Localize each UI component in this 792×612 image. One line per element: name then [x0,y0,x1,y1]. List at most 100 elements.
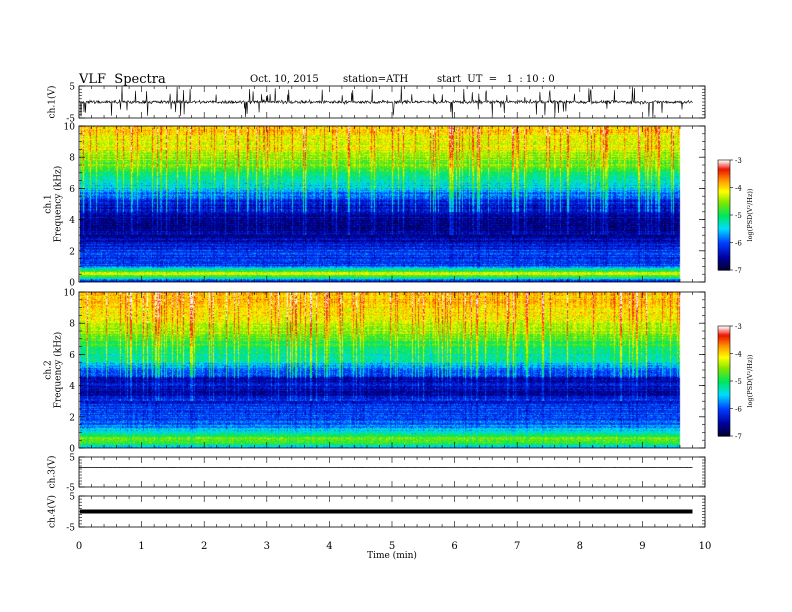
colorbar-swatch [718,427,730,430]
colorbar-swatch [718,423,730,426]
colorbar-swatch [718,242,730,245]
colorbar-swatch [718,209,730,212]
colorbar-swatch [718,420,730,423]
colorbar-swatch [718,260,730,263]
colorbar-swatch [718,343,730,346]
colorbar-swatch [718,378,730,381]
colorbar-swatch [718,419,730,422]
colorbar-swatch [718,219,730,222]
colorbar-swatch [718,197,730,200]
y-tick-label: 5 [69,454,75,464]
colorbar-swatch [718,232,730,235]
colorbar-swatch [718,425,730,427]
colorbar-swatch [718,261,730,264]
colorbar-swatch [718,231,730,234]
colorbar-swatch [718,415,730,418]
y-axis-title: ch.3(V) [47,456,58,489]
y-tick-label: 2 [69,413,75,423]
colorbar-swatch [718,359,730,361]
y-tick-label: 6 [69,185,75,195]
y-tick-label: 8 [69,320,75,330]
colorbar-swatch [718,386,730,389]
colorbar-swatch [718,429,730,432]
colorbar-swatch [718,339,730,342]
colorbar-swatch [718,389,730,392]
colorbar-swatch [718,354,730,357]
x-tick-label: 5 [389,541,395,552]
y-axis-title: ch.2 [44,360,54,379]
colorbar-swatch [718,332,730,335]
x-tick-label: 2 [201,541,207,552]
colorbar-swatch [718,172,730,175]
colorbar-swatch [718,361,730,364]
colorbar-swatch [718,221,730,224]
colorbar-swatch [718,243,730,246]
y-tick-label: 0 [69,445,75,455]
y-tick-label: 0 [69,279,75,289]
colorbar-swatch [718,398,730,401]
colorbar-swatch [718,166,730,169]
colorbar-swatch [718,392,730,394]
colorbar-swatch [718,335,730,338]
colorbar-swatch [718,241,730,244]
colorbar-swatch [718,367,730,370]
colorbar-swatch [718,245,730,248]
colorbar-swatch [718,375,730,378]
colorbar-swatch [718,226,730,228]
colorbar-swatch [718,215,730,217]
colorbar-swatch [718,237,730,239]
colorbar-swatch [718,171,730,173]
colorbar-swatch [718,371,730,374]
colorbar-swatch [718,381,730,383]
colorbar-swatch [718,346,730,349]
colorbar-swatch [718,434,730,437]
colorbar-swatch [718,198,730,201]
y-tick-label: 10 [64,123,76,133]
colorbar-title: log(PSD(V²/Hz)) [746,188,754,241]
colorbar-swatch [718,208,730,211]
colorbar-swatch [718,210,730,213]
colorbar-swatch [718,350,730,353]
colorbar-swatch [718,368,730,371]
colorbar-swatch [718,186,730,189]
y-tick-label: -5 [66,115,75,125]
colorbar-swatch [718,337,730,339]
y-tick-label: 5 [69,493,75,503]
colorbar-swatch [718,365,730,368]
colorbar-swatch [718,342,730,345]
y-axis-title: Frequency (kHz) [53,166,64,243]
colorbar-swatch [718,401,730,404]
y-axis-title: ch.1 [44,194,54,213]
colorbar-swatch [718,190,730,193]
colorbar-swatch [718,328,730,331]
colorbar-tick-label: -6 [735,240,742,248]
colorbar-swatch [718,407,730,410]
colorbar-swatch [718,176,730,179]
colorbar-swatch [718,259,730,261]
colorbar-swatch [718,326,730,328]
y-tick-label: 10 [64,289,76,299]
y-axis-title: Frequency (kHz) [53,332,64,409]
colorbar-swatch [718,230,730,233]
colorbar-tick-label: -7 [735,433,742,441]
colorbar-swatch [718,360,730,363]
colorbar-swatch [718,250,730,253]
colorbar-swatch [718,393,730,396]
colorbar-swatch [718,263,730,266]
colorbar-swatch [718,238,730,241]
colorbar-swatch [718,187,730,190]
y-axis-title: ch.4(V) [47,495,58,528]
colorbar-swatch [718,330,730,333]
colorbar-tick-label: -6 [735,406,742,414]
colorbar-swatch [718,433,730,436]
colorbar-swatch [718,168,730,171]
colorbar-swatch [718,394,730,397]
y-axis-title: ch.1(V) [47,86,58,119]
colorbar-swatch [718,191,730,194]
y-tick-label: 4 [69,382,75,392]
colorbar-swatch [718,408,730,411]
colorbar-swatch [718,431,730,434]
y-tick-label: 8 [69,154,75,164]
colorbar-swatch [718,199,730,202]
x-tick-label: 0 [76,541,82,552]
